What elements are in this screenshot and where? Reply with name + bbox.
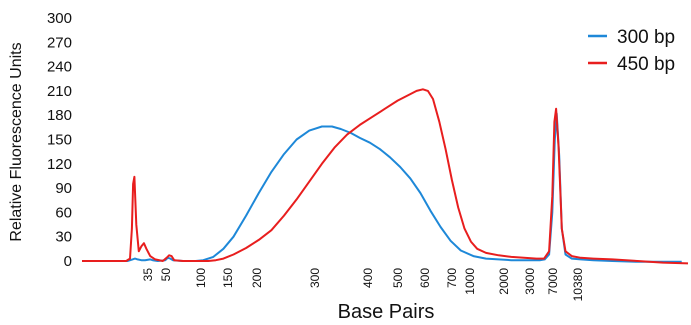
x-axis-title: Base Pairs (338, 301, 435, 323)
y-tick-label: 30 (55, 229, 72, 246)
x-tick-label: 400 (361, 268, 375, 288)
x-tick-label: 50 (159, 268, 173, 282)
y-tick-label: 150 (47, 132, 72, 149)
series-line-300bp (82, 112, 682, 263)
plot-area (82, 88, 689, 265)
x-tick-label: 1000 (463, 268, 477, 295)
y-tick-label: 300 (47, 10, 72, 27)
y-tick-label: 90 (55, 180, 72, 197)
y-tick-label: 120 (47, 156, 72, 173)
x-tick-label: 500 (391, 268, 405, 288)
y-axis-title: Relative Fluorescence Units (8, 42, 25, 241)
x-tick-label: 100 (194, 268, 208, 288)
x-tick-label: 3000 (523, 268, 537, 295)
y-tick-label: 180 (47, 107, 72, 124)
y-tick-label: 210 (47, 83, 72, 100)
y-tick-label: 0 (64, 253, 72, 270)
y-axis-tick-labels: 0 30 60 90 120 150 180 210 240 270 300 (47, 10, 72, 270)
x-axis-tick-labels: 35 50 100 150 200 300 400 500 600 700 1000 2000 3000… (141, 268, 585, 302)
x-tick-label: 150 (221, 268, 235, 288)
legend-label-300bp: 300 bp (617, 27, 675, 48)
series-line-450bp (82, 88, 689, 265)
legend-label-450bp: 450 bp (617, 54, 675, 75)
x-tick-label: 10380 (571, 268, 585, 302)
y-tick-label: 60 (55, 204, 72, 221)
x-tick-label: 7000 (546, 268, 560, 295)
legend: 300 bp 450 bp (588, 27, 675, 75)
y-tick-label: 240 (47, 59, 72, 76)
x-tick-label: 700 (445, 268, 459, 288)
x-tick-label: 35 (141, 268, 155, 282)
x-tick-label: 300 (308, 268, 322, 288)
x-tick-label: 200 (250, 268, 264, 288)
x-tick-label: 2000 (497, 268, 511, 295)
x-tick-label: 600 (418, 268, 432, 288)
y-tick-label: 270 (47, 34, 72, 51)
